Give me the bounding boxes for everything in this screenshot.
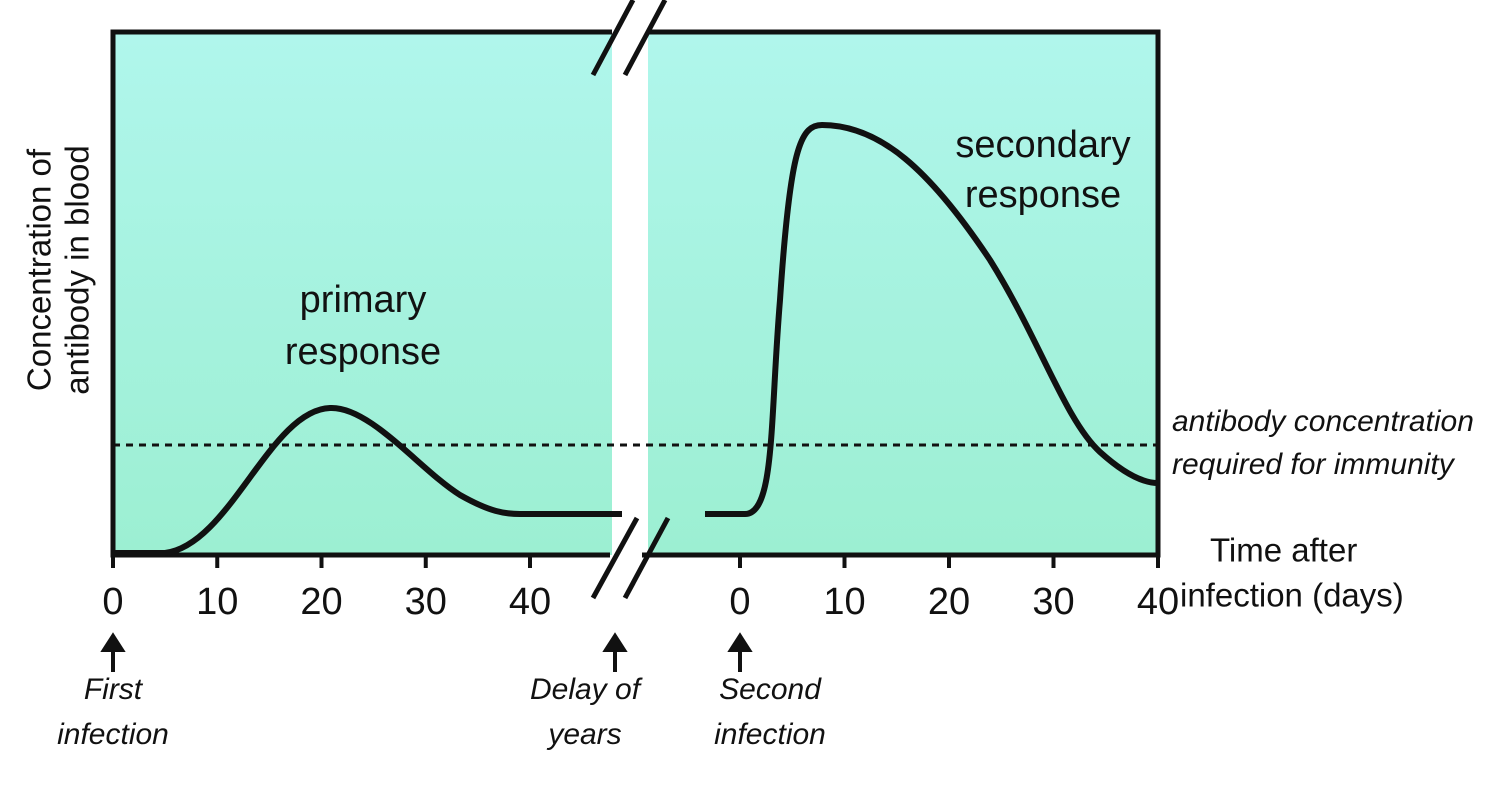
plot-border (110, 29, 1161, 558)
x-tick-label: 40 (1137, 581, 1179, 623)
axis-break (590, 0, 671, 600)
x-tick-label: 10 (196, 581, 238, 623)
y-axis-label: Concentration of antibody in blood (21, 145, 96, 395)
x-axis-label: Time after (1210, 532, 1357, 569)
marker-label: Second (719, 673, 822, 706)
x-tick-label: 10 (823, 581, 865, 623)
break-gap (612, 20, 648, 570)
x-tick-label: 0 (729, 581, 750, 623)
curve-label: response (965, 174, 1121, 216)
marker-arrows (100, 632, 753, 672)
x-tick-label: 20 (928, 581, 970, 623)
threshold-label: antibody concentration (1172, 405, 1474, 438)
marker-label: Delay of (530, 673, 643, 706)
x-tick-label: 20 (300, 581, 342, 623)
primary-curve (113, 404, 622, 556)
x-tick-label: 30 (405, 581, 447, 623)
x-tick-label: 30 (1032, 581, 1074, 623)
y-axis-label-line: antibody in blood (59, 145, 96, 395)
curve-label: secondary (955, 124, 1130, 166)
x-tick-label: 40 (509, 581, 551, 623)
x-axis-label: infection (days) (1180, 577, 1404, 614)
marker-label: infection (714, 718, 826, 751)
curve-label: primary (300, 279, 427, 321)
curve-label: response (285, 331, 441, 373)
threshold-label: required for immunity (1172, 448, 1456, 481)
x-tick-label: 0 (102, 581, 123, 623)
secondary-curve (705, 121, 1159, 517)
marker-label: First (84, 673, 144, 706)
marker-label: years (546, 718, 621, 751)
marker-label: infection (57, 718, 169, 751)
y-axis-label-line: Concentration of (21, 148, 58, 391)
